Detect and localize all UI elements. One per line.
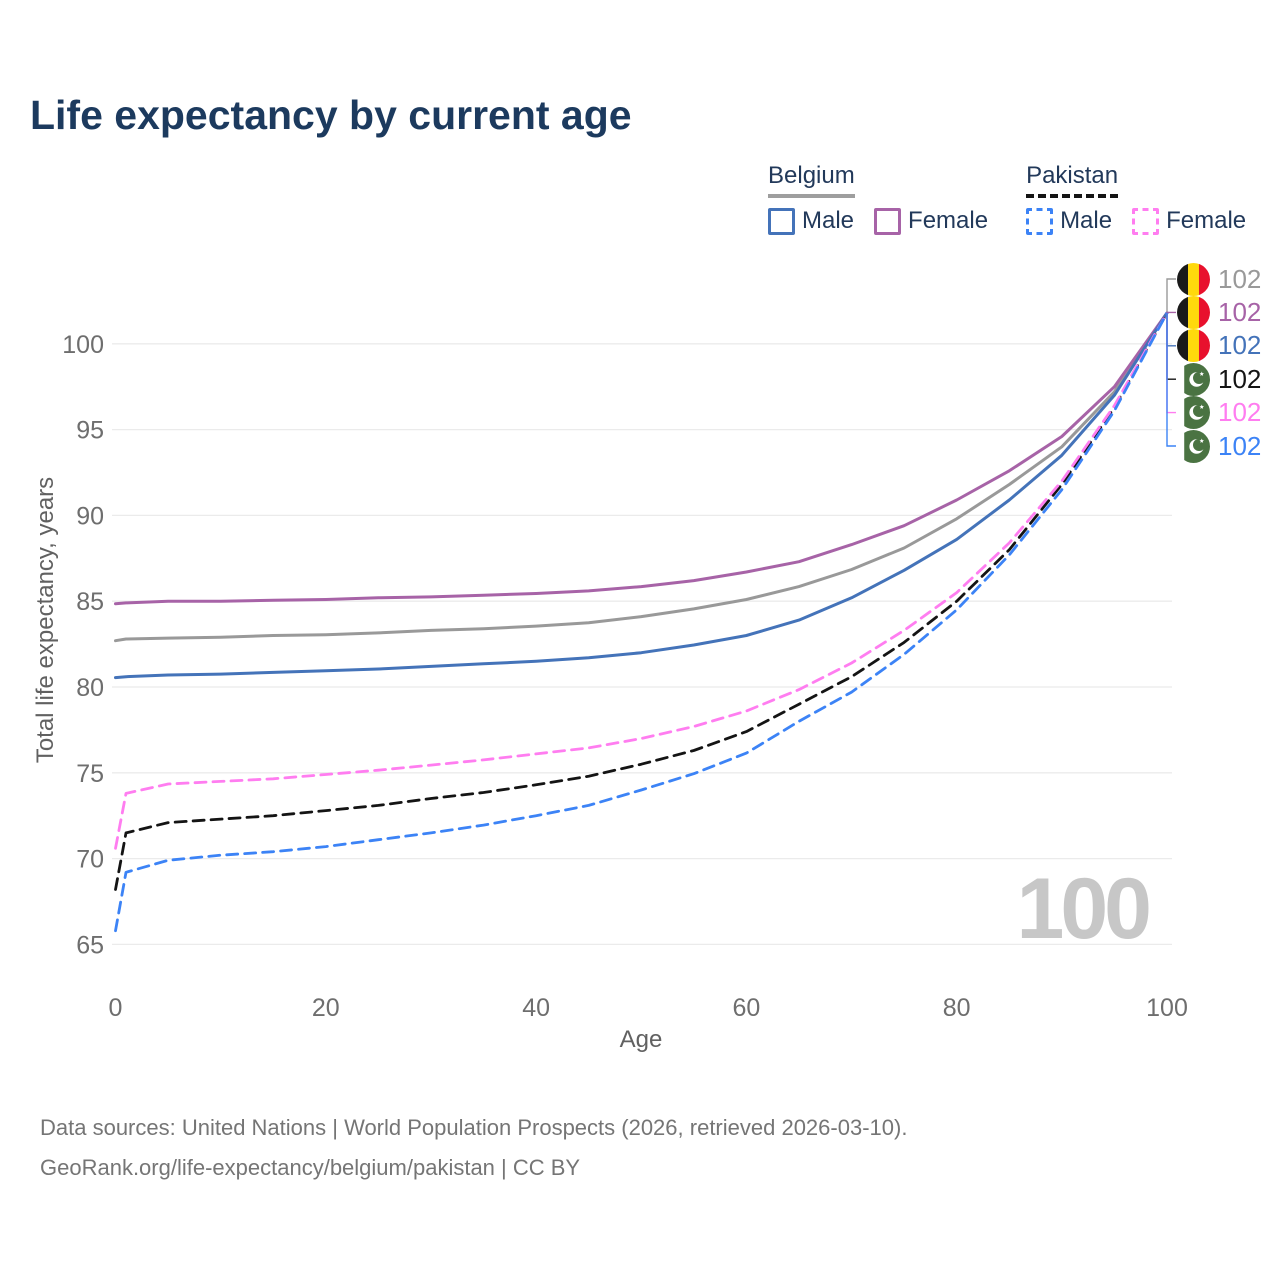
end-label-pakistan-female: 102 bbox=[1177, 396, 1262, 430]
legend-swatch-icon bbox=[874, 207, 902, 235]
series-line-belgium-total bbox=[114, 311, 1169, 643]
legend-swatch-icon bbox=[1132, 207, 1160, 235]
legend-swatch-icon bbox=[1026, 207, 1054, 235]
legend-items-row: Male Female bbox=[1026, 207, 1246, 235]
page-title: Life expectancy by current age bbox=[30, 92, 632, 138]
attribution-text: GeoRank.org/life-expectancy/belgium/paki… bbox=[40, 1155, 581, 1180]
y-tick-label-85: 85 bbox=[76, 588, 104, 616]
y-axis-title: Total life expectancy, years bbox=[32, 476, 59, 764]
chart-legend: Belgium Male Female Pakistan Male Female bbox=[768, 162, 1246, 235]
series-line-pakistan-total bbox=[114, 311, 1169, 891]
end-label-connector bbox=[1166, 312, 1176, 414]
x-axis-title: Age bbox=[619, 1026, 663, 1053]
end-label-belgium-female: 102 bbox=[1177, 295, 1262, 329]
legend-item-belgium-male[interactable]: Male bbox=[768, 207, 854, 235]
x-tick-label-80: 80 bbox=[943, 994, 971, 1022]
y-tick-label-95: 95 bbox=[76, 417, 104, 445]
legend-country-pakistan[interactable]: Pakistan bbox=[1026, 162, 1119, 198]
series-line-pakistan-female bbox=[114, 311, 1169, 850]
y-tick-label-75: 75 bbox=[76, 760, 104, 788]
y-tick-label-100: 100 bbox=[62, 331, 104, 359]
end-label-value: 102 bbox=[1218, 296, 1262, 327]
x-tick-label-0: 0 bbox=[109, 994, 123, 1022]
end-label-pakistan-male: 102 bbox=[1177, 429, 1262, 463]
belgium-flag-icon bbox=[1177, 295, 1210, 329]
pakistan-flag-icon bbox=[1177, 429, 1210, 463]
end-label-value: 102 bbox=[1218, 330, 1262, 361]
legend-item-pakistan-female[interactable]: Female bbox=[1132, 207, 1246, 235]
pakistan-flag-icon bbox=[1177, 362, 1210, 396]
legend-group-belgium: Belgium Male Female bbox=[768, 162, 988, 235]
legend-swatch-icon bbox=[768, 207, 795, 235]
end-label-connector bbox=[1166, 311, 1176, 314]
series-line-pakistan-male bbox=[114, 311, 1169, 933]
end-label-belgium-male: 102 bbox=[1177, 329, 1262, 363]
end-label-value: 102 bbox=[1218, 430, 1262, 461]
end-label-connector bbox=[1166, 312, 1176, 347]
x-tick-label-20: 20 bbox=[312, 994, 340, 1022]
legend-group-pakistan: Pakistan Male Female bbox=[1026, 162, 1246, 235]
legend-item-pakistan-male[interactable]: Male bbox=[1026, 207, 1112, 235]
legend-item-label: Male bbox=[1060, 207, 1113, 234]
series-line-belgium-female bbox=[114, 311, 1169, 606]
y-tick-label-80: 80 bbox=[76, 674, 104, 702]
chart-footer: Data sources: United Nations | World Pop… bbox=[40, 1108, 907, 1188]
current-age-counter: 100 bbox=[1016, 861, 1153, 957]
y-tick-label-65: 65 bbox=[76, 931, 104, 959]
belgium-flag-icon bbox=[1177, 262, 1210, 296]
belgium-flag-icon bbox=[1177, 329, 1210, 363]
end-label-value: 102 bbox=[1218, 363, 1262, 394]
y-tick-label-90: 90 bbox=[76, 502, 104, 530]
legend-item-label: Male bbox=[802, 207, 855, 234]
x-tick-label-40: 40 bbox=[522, 994, 550, 1022]
series-line-belgium-male bbox=[114, 311, 1169, 680]
legend-country-belgium[interactable]: Belgium bbox=[768, 162, 855, 198]
y-tick-label-70: 70 bbox=[76, 846, 104, 874]
end-label-value: 102 bbox=[1218, 263, 1262, 294]
end-label-belgium-total: 102 bbox=[1177, 262, 1262, 296]
pakistan-flag-icon bbox=[1177, 396, 1210, 430]
x-tick-label-100: 100 bbox=[1146, 994, 1188, 1022]
legend-items-row: Male Female bbox=[768, 207, 988, 235]
x-tick-label-60: 60 bbox=[732, 994, 760, 1022]
legend-item-belgium-female[interactable]: Female bbox=[874, 207, 988, 235]
end-label-pakistan-total: 102 bbox=[1177, 362, 1262, 396]
end-label-connector bbox=[1166, 278, 1176, 313]
end-label-value: 102 bbox=[1218, 397, 1262, 428]
legend-item-label: Female bbox=[1166, 207, 1247, 234]
data-sources-text: Data sources: United Nations | World Pop… bbox=[40, 1115, 908, 1140]
end-label-connector bbox=[1166, 312, 1176, 447]
legend-item-label: Female bbox=[908, 207, 989, 234]
